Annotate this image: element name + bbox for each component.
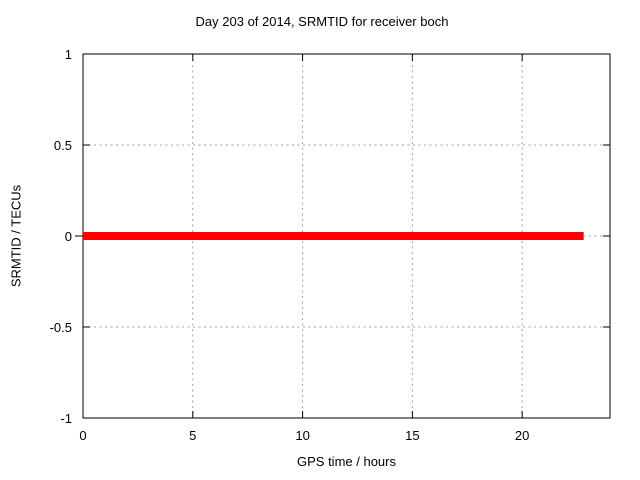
x-tick-label: 10 [295,428,309,443]
y-tick-label: -0.5 [50,320,72,335]
x-tick-label: 0 [79,428,86,443]
x-tick-label: 5 [189,428,196,443]
y-tick-label: 0 [65,229,72,244]
y-tick-label: -1 [60,411,72,426]
x-tick-label: 15 [405,428,419,443]
y-tick-label: 0.5 [54,138,72,153]
y-tick-label: 1 [65,47,72,62]
x-axis-label: GPS time / hours [297,454,396,469]
chart-title: Day 203 of 2014, SRMTID for receiver boc… [195,14,449,29]
x-tick-label: 20 [515,428,529,443]
